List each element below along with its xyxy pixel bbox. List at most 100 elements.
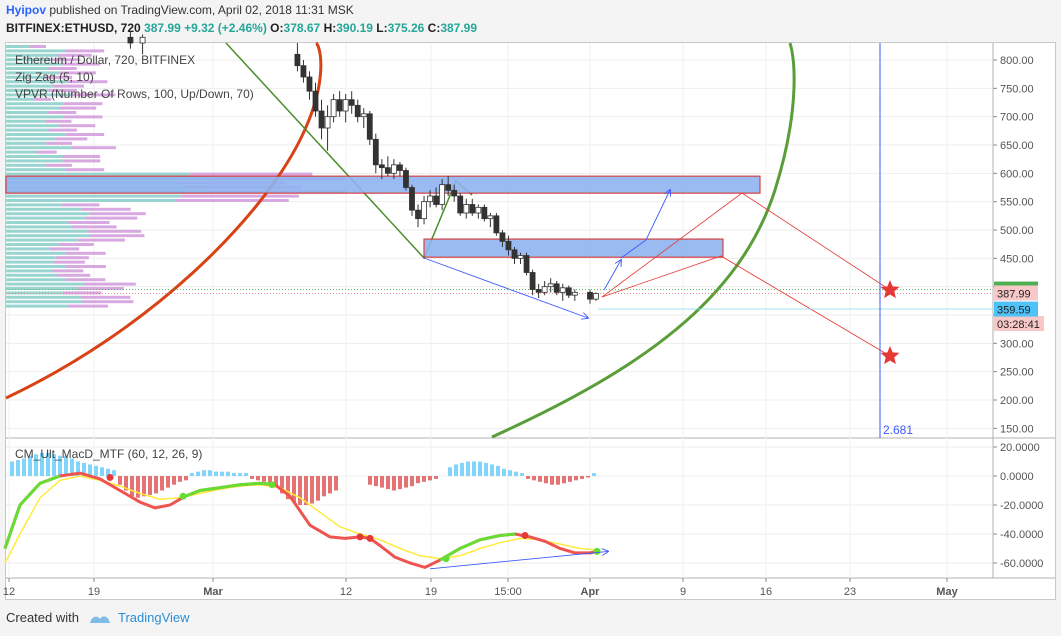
- vpvr-bar-up: [6, 251, 66, 255]
- vpvr-bar-down: [76, 287, 124, 290]
- zigzag-line: [225, 42, 473, 260]
- publish-info: Hyipov published on TradingView.com, Apr…: [6, 3, 354, 17]
- price-tick-label: 550.00: [1000, 197, 1034, 209]
- vpvr-bar-down: [83, 282, 136, 286]
- price-tick-label: 700.00: [1000, 112, 1034, 124]
- symbol-label: BITFINEX:ETHUSD, 720: [6, 21, 141, 35]
- candle-body: [439, 184, 446, 205]
- vpvr-bar-down: [87, 229, 142, 233]
- time-tick-label: Mar: [203, 586, 223, 598]
- green-ellipse-arc: [491, 42, 796, 439]
- vpvr-bar-down: [64, 49, 105, 53]
- target-line-upper: [601, 192, 891, 298]
- price-tick-label: 200.00: [1000, 395, 1034, 407]
- candle-body: [336, 99, 343, 112]
- macd-cross-dot: [442, 555, 450, 563]
- macd-histogram-bar: [214, 471, 218, 476]
- candle-body: [312, 90, 319, 112]
- vpvr-bar-up: [6, 260, 54, 264]
- macd-histogram-bar: [208, 470, 212, 476]
- vpvr-bar-up: [6, 141, 46, 145]
- candle-body: [529, 272, 536, 290]
- macd-histogram-bar: [380, 476, 384, 488]
- price-axis-label-text: 387.99: [997, 288, 1031, 300]
- macd-histogram-bar: [526, 476, 530, 479]
- vpvr-bar-up: [6, 53, 58, 57]
- vpvr-bar-up: [6, 247, 50, 251]
- macd-histogram-bar: [472, 461, 476, 476]
- vpvr-bar-down: [59, 124, 96, 128]
- vpvr-bar-down: [54, 137, 88, 141]
- vpvr-bar-up: [6, 58, 51, 62]
- macd-cross-dot: [179, 492, 187, 500]
- vpvr-bar-down: [52, 84, 85, 88]
- candle-body: [384, 167, 391, 174]
- macd-histogram-bar: [172, 476, 176, 485]
- candle-body: [139, 36, 146, 44]
- vpvr-bar-up: [6, 304, 68, 308]
- candle-body: [487, 215, 494, 220]
- vpvr-bar-down: [48, 128, 77, 132]
- time-tick-label: 9: [680, 586, 686, 598]
- target-star-icon: [880, 346, 900, 365]
- price-axis-label: [994, 316, 1044, 331]
- macd-cross-dot: [366, 534, 374, 542]
- vpvr-bar-up: [6, 234, 90, 238]
- close-label: C:: [427, 21, 441, 35]
- author-name[interactable]: Hyipov: [6, 3, 47, 17]
- macd-histogram-bar: [226, 471, 230, 476]
- vpvr-bar-down: [45, 119, 72, 123]
- candle-body: [360, 113, 367, 118]
- low-label: L:: [376, 21, 388, 35]
- vpvr-bar-up: [6, 45, 30, 48]
- macd-histogram-bar: [386, 476, 390, 490]
- macd-histogram-bar: [232, 473, 236, 476]
- tradingview-link[interactable]: TradingView: [118, 610, 190, 625]
- chart-frame: [5, 42, 1056, 600]
- vpvr-bar-up: [6, 128, 49, 132]
- candle-body: [481, 206, 488, 220]
- macd-histogram-bar: [40, 452, 44, 476]
- vpvr-bar-down: [45, 75, 72, 79]
- last-price: 387.99: [144, 21, 181, 35]
- macd-histogram-bar: [112, 470, 116, 476]
- vpvr-bar-down: [59, 71, 96, 75]
- candle-body: [587, 291, 593, 300]
- macd-histogram-bar: [466, 461, 470, 476]
- time-tick-label: 16: [760, 586, 772, 598]
- vpvr-bar-down: [71, 146, 116, 150]
- macd-tick-label: 0.0000: [1000, 471, 1034, 483]
- macd-histogram-bar: [88, 464, 92, 476]
- vpvr-bar-up: [6, 71, 60, 75]
- vpvr-bar-down: [62, 155, 101, 158]
- macd-histogram-bar: [184, 476, 188, 481]
- vpvr-bar-down: [65, 265, 106, 268]
- vpvr-bar-down: [62, 62, 101, 66]
- vpvr-bar-up: [6, 265, 66, 268]
- vpvr-bar-down: [65, 251, 106, 255]
- macd-histogram-bar: [374, 476, 378, 487]
- macd-line-bullish: [439, 532, 516, 562]
- macd-histogram-bar: [196, 471, 200, 476]
- macd-histogram-bar: [190, 473, 194, 476]
- macd-histogram-bar: [460, 462, 464, 476]
- macd-histogram-bar: [538, 476, 542, 482]
- vpvr-bar-down: [89, 212, 146, 216]
- candle-body: [517, 255, 524, 259]
- candle-body: [475, 206, 482, 214]
- vpvr-bar-down: [82, 300, 134, 304]
- macd-histogram-bar: [580, 476, 584, 479]
- macd-histogram-bar: [322, 476, 326, 497]
- macd-histogram-bar: [422, 476, 426, 482]
- vpvr-bar-down: [175, 199, 289, 202]
- macd-histogram-bar: [562, 476, 566, 484]
- vpvr-bar-down: [80, 295, 131, 299]
- time-tick-label: May: [936, 586, 958, 598]
- macd-histogram-bar: [148, 476, 152, 495]
- time-tick-label: 12: [3, 586, 15, 598]
- legend-macd: CM_Ult_MacD_MTF (60, 12, 26, 9): [15, 447, 203, 461]
- price-tick-label: 250.00: [1000, 367, 1034, 379]
- vpvr-bar-up: [6, 146, 72, 150]
- price-tick-label: 150.00: [1000, 423, 1034, 435]
